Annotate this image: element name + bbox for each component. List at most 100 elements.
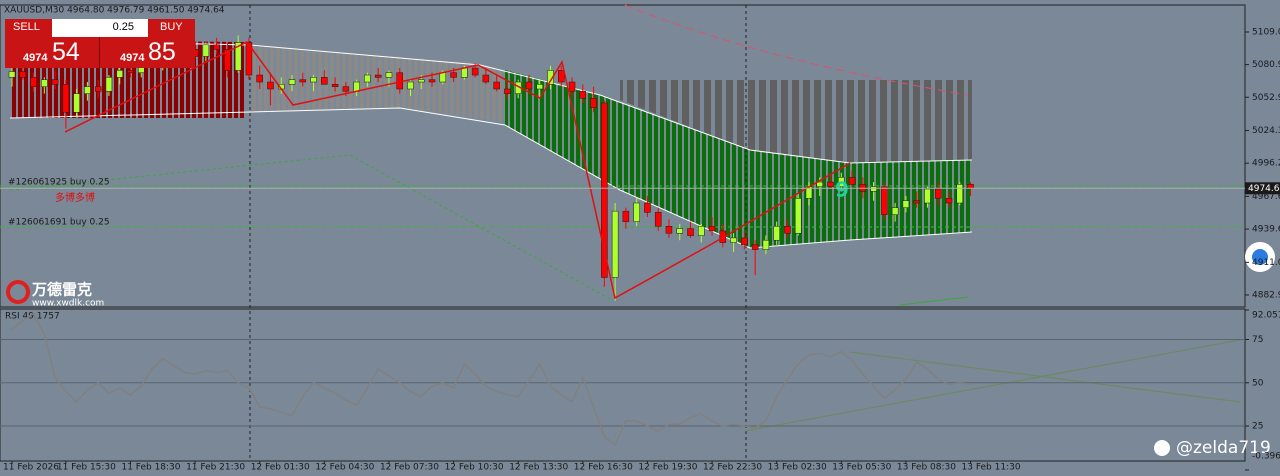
band-green bbox=[505, 70, 972, 248]
candle-body bbox=[913, 200, 920, 204]
candle-body bbox=[471, 67, 479, 76]
x-tick-label: 12 Feb 22:30 bbox=[703, 463, 762, 473]
order-label: #126061691 buy 0.25 bbox=[8, 218, 110, 228]
y-tick-label: 25 bbox=[1252, 422, 1263, 432]
candle-body bbox=[525, 81, 533, 90]
dashed-curve bbox=[624, 4, 969, 96]
candle-body bbox=[848, 177, 856, 185]
assist-icon bbox=[1252, 249, 1268, 265]
fb-icon bbox=[1154, 440, 1170, 456]
candle-body bbox=[751, 244, 759, 250]
y-tick-label: 92.0519 bbox=[1252, 311, 1280, 321]
candle-body bbox=[364, 74, 371, 83]
candle-body bbox=[202, 44, 210, 57]
order-label: #126061925 buy 0.25 bbox=[8, 178, 110, 188]
x-tick-label: 11 Feb 18:30 bbox=[121, 463, 180, 473]
candle-body bbox=[741, 237, 748, 246]
x-tick-label: 13 Feb 05:30 bbox=[832, 463, 891, 473]
current-price-label: 4974.64 bbox=[1248, 184, 1280, 194]
band-lower bbox=[9, 107, 973, 249]
x-tick-label: 13 Feb 02:30 bbox=[768, 463, 827, 473]
candle-body bbox=[213, 44, 220, 50]
candle-body bbox=[450, 72, 457, 78]
candle-body bbox=[827, 181, 834, 187]
candle-body bbox=[116, 70, 123, 78]
buy-price-big: 4974 bbox=[120, 52, 145, 64]
candle-body bbox=[676, 228, 683, 234]
candle-body bbox=[934, 188, 942, 199]
y-tick-label: 5080.95 bbox=[1252, 60, 1280, 70]
candle-body bbox=[838, 177, 845, 187]
candle-body bbox=[299, 79, 307, 83]
site: www.xwdlk.com bbox=[32, 299, 104, 309]
candle-body bbox=[590, 98, 597, 108]
layout bbox=[0, 4, 1246, 462]
lots-input[interactable]: 0.25 bbox=[52, 19, 148, 37]
rsi-trend bbox=[744, 339, 1241, 432]
candle-body bbox=[665, 226, 673, 234]
candle-body bbox=[267, 81, 274, 90]
y-tick-label: 4911.00 bbox=[1252, 258, 1280, 268]
candle-body bbox=[601, 102, 608, 278]
x-tick-label: 11 Feb 2026 bbox=[3, 463, 59, 473]
rsi-title: RSI 49.1757 bbox=[5, 312, 60, 322]
candle-body bbox=[482, 74, 490, 83]
buy-price-small: 85 bbox=[148, 38, 176, 66]
trend-line bbox=[899, 296, 969, 306]
candle-body bbox=[687, 228, 694, 236]
candle-body bbox=[881, 186, 888, 215]
x-tick-label: 12 Feb 19:30 bbox=[638, 463, 697, 473]
brand: 万德雷克 bbox=[31, 281, 92, 299]
sell-price-small: 54 bbox=[52, 38, 80, 66]
candle-body bbox=[8, 71, 16, 78]
candle-body bbox=[902, 200, 910, 208]
candle-body bbox=[568, 81, 576, 92]
y-tick-label: 5109.00 bbox=[1252, 27, 1280, 37]
y-tick-label: -0.3968 bbox=[1252, 452, 1280, 462]
candle-body bbox=[924, 188, 931, 204]
y-tick-label: 5024.30 bbox=[1252, 126, 1280, 136]
sell-button[interactable]: SELL bbox=[5, 19, 52, 37]
candle-body bbox=[493, 81, 500, 90]
candle-body bbox=[945, 198, 953, 204]
y-tick-label: 5052.90 bbox=[1252, 93, 1280, 103]
x-tick-label: 11 Feb 21:30 bbox=[186, 463, 245, 473]
candle-body bbox=[536, 84, 543, 90]
handle: @zelda719 bbox=[1176, 438, 1271, 458]
y-tick-label: 4967.65 bbox=[1252, 192, 1280, 202]
rsi-panel bbox=[0, 308, 1246, 462]
candle-body bbox=[418, 79, 425, 83]
x-tick-label: 12 Feb 07:30 bbox=[380, 463, 439, 473]
candle-body bbox=[794, 198, 802, 234]
candle-body bbox=[51, 79, 59, 85]
candle-body bbox=[461, 67, 468, 78]
candle-body bbox=[245, 42, 253, 76]
candle-body bbox=[547, 70, 554, 85]
candle-body bbox=[967, 184, 974, 189]
sell-price: 4974 54 bbox=[5, 37, 100, 68]
candle-body bbox=[73, 93, 80, 113]
candle-body bbox=[956, 184, 964, 204]
x-tick-label: 12 Feb 10:30 bbox=[445, 463, 504, 473]
y-tick-label: 50 bbox=[1252, 378, 1264, 388]
x-tick-label: 12 Feb 13:30 bbox=[509, 463, 568, 473]
candle-body bbox=[385, 72, 393, 78]
band-dark bbox=[620, 80, 972, 163]
x-tick-label: 13 Feb 11:30 bbox=[962, 463, 1021, 473]
buy-button[interactable]: BUY bbox=[148, 19, 195, 37]
candle-body bbox=[428, 79, 436, 83]
logo bbox=[6, 280, 30, 304]
candle-body bbox=[353, 81, 360, 92]
candle-body bbox=[19, 71, 27, 78]
candle-body bbox=[224, 49, 231, 71]
y-tick-label: 75 bbox=[1252, 335, 1263, 345]
candle-body bbox=[288, 79, 296, 85]
price-panel bbox=[0, 4, 1246, 308]
zigzag bbox=[64, 41, 851, 300]
candle-body bbox=[256, 74, 263, 83]
candle-body bbox=[62, 84, 70, 113]
candle-body bbox=[342, 86, 350, 92]
buy-price: 4974 85 bbox=[100, 37, 195, 68]
rsi-trend bbox=[849, 351, 1241, 403]
